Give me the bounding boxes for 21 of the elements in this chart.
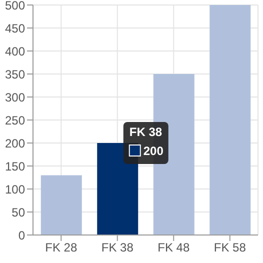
y-tick-label: 250: [4, 113, 26, 128]
x-tick-label: FK 38: [101, 240, 134, 255]
y-tick-label: 350: [4, 67, 26, 82]
x-tick-label: FK 28: [45, 240, 78, 255]
y-tick-label: 150: [4, 159, 26, 174]
y-tick-label: 100: [4, 182, 26, 196]
y-tick-label: 50: [12, 205, 26, 220]
bar: [40, 175, 82, 235]
bar: [97, 143, 138, 235]
x-tick-label: FK 58: [214, 240, 246, 255]
y-tick-label: 400: [4, 44, 26, 58]
annotation: FK 38: [129, 125, 162, 139]
y-tick-label: 300: [4, 90, 26, 104]
annotation: 200: [143, 144, 164, 158]
tooltip-box: FK 38 200: [123, 122, 168, 164]
y-tick-label: 0: [18, 228, 26, 242]
bar: [210, 5, 251, 235]
y-tick-label: 450: [4, 21, 26, 36]
y-tick-label: 200: [4, 136, 26, 150]
y-tick-label: 500: [4, 0, 26, 12]
x-tick-label: FK 48: [158, 240, 190, 255]
